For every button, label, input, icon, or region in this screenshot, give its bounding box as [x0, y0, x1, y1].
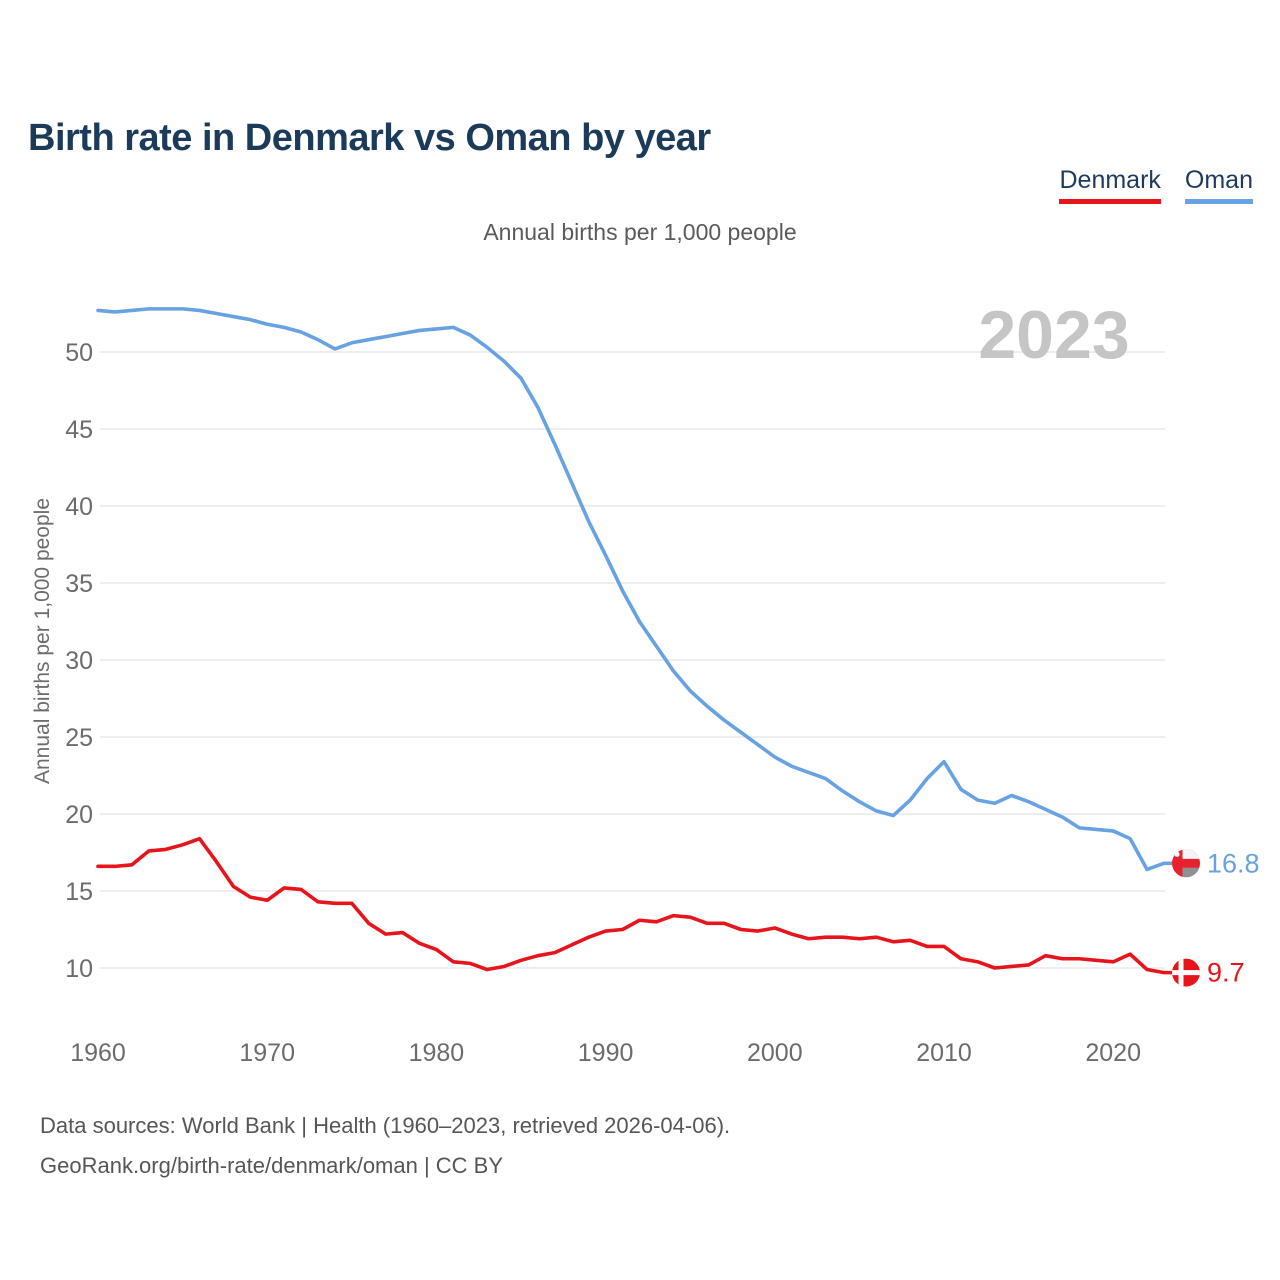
y-tick-label: 35: [65, 570, 93, 598]
y-tick-label: 10: [65, 955, 93, 983]
x-tick-label: 2010: [916, 1039, 972, 1067]
y-tick-label: 40: [65, 493, 93, 521]
x-tick-label: 1970: [239, 1039, 295, 1067]
x-tick-label: 1980: [409, 1039, 465, 1067]
watermark-year: 2023: [978, 297, 1129, 373]
y-tick-label: 50: [65, 339, 93, 367]
x-tick-label: 1990: [578, 1039, 634, 1067]
y-tick-label: 45: [65, 416, 93, 444]
denmark-flag-icon: [1172, 958, 1200, 987]
legend-item-oman[interactable]: Oman: [1184, 166, 1253, 204]
x-tick-label: 2020: [1085, 1039, 1141, 1067]
x-tick-label: 2000: [747, 1039, 803, 1067]
footer-attribution-line: GeoRank.org/birth-rate/denmark/oman | CC…: [40, 1153, 504, 1178]
oman-end-value: 16.8: [1207, 848, 1260, 878]
denmark-end-value: 9.7: [1207, 958, 1245, 988]
oman-series-line[interactable]: [96, 307, 1175, 872]
page-title: Birth rate in Denmark vs Oman by year: [28, 117, 711, 160]
x-tick-label: 1960: [70, 1039, 126, 1067]
legend-item-denmark[interactable]: Denmark: [1059, 166, 1161, 204]
footer: Data sources: World Bank | Health (1960–…: [40, 1106, 730, 1186]
denmark-series-line[interactable]: [96, 836, 1175, 975]
footer-sources-line: Data sources: World Bank | Health (1960–…: [40, 1113, 731, 1138]
chart-subtitle: Annual births per 1,000 people: [483, 219, 797, 245]
y-tick-label: 20: [65, 801, 93, 829]
y-tick-label: 25: [65, 724, 93, 752]
legend: Denmark Oman: [1059, 166, 1253, 204]
y-tick-label: 15: [65, 878, 93, 906]
oman-flag-icon: [1172, 849, 1200, 878]
y-tick-label: 30: [65, 647, 93, 675]
